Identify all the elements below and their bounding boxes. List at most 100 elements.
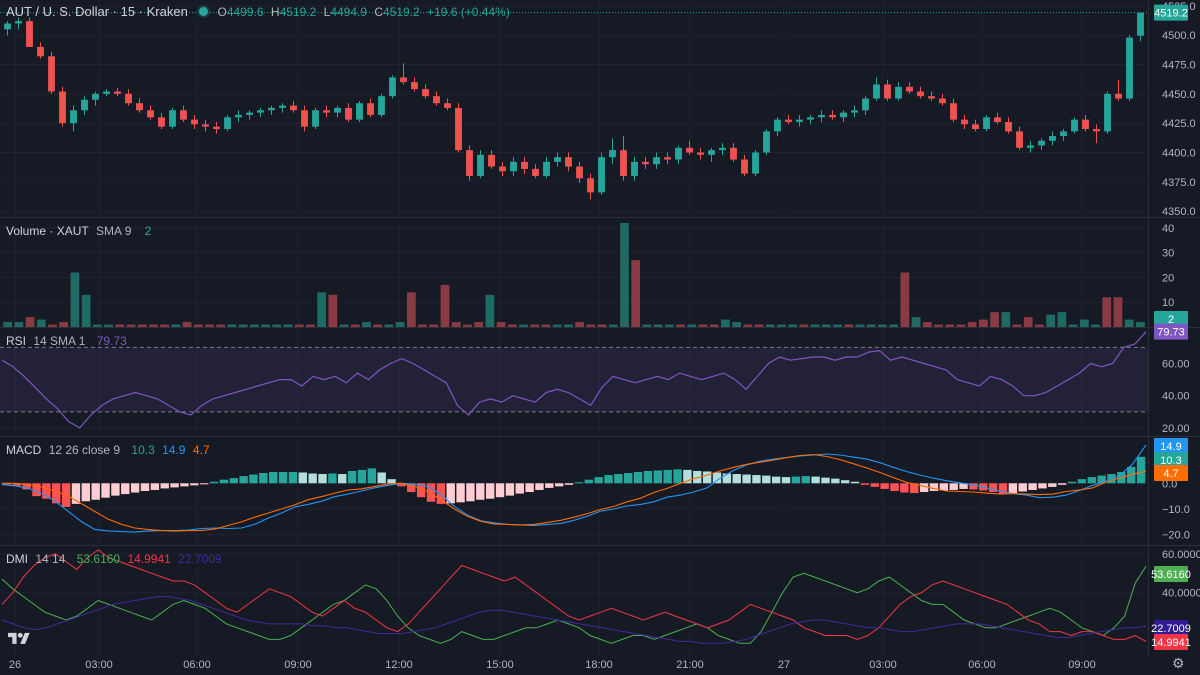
candle-body bbox=[840, 112, 847, 118]
volume-bar bbox=[620, 222, 629, 327]
candle-body bbox=[818, 114, 825, 118]
macd-histogram-bar bbox=[515, 483, 524, 494]
axis-tick: 4475.0 bbox=[1162, 60, 1196, 72]
volume-bar bbox=[14, 322, 24, 327]
change-value: +19.6 (+0.44%) bbox=[427, 5, 510, 19]
rsi-legend[interactable]: RSI 14 SMA 1 79.73 bbox=[6, 334, 131, 348]
volume-bar bbox=[833, 324, 842, 327]
volume-bar bbox=[788, 324, 798, 327]
axis-tick: 20.00 bbox=[1162, 423, 1190, 435]
dmi-params: 14 14 bbox=[35, 552, 66, 566]
candle-body bbox=[730, 147, 737, 160]
tradingview-logo-icon[interactable] bbox=[8, 630, 30, 648]
candle-body bbox=[345, 107, 352, 120]
candle-body bbox=[939, 98, 946, 104]
candle-body bbox=[587, 178, 594, 193]
volume-bar bbox=[743, 324, 753, 327]
time-label-5: 15:00 bbox=[486, 659, 514, 671]
volume-bar bbox=[922, 322, 932, 327]
candle-body bbox=[477, 154, 484, 176]
macd-histogram-bar bbox=[959, 483, 968, 489]
price-axis[interactable]: 4525.04500.04475.04450.04425.04400.04375… bbox=[1151, 1, 1200, 650]
macd-histogram-bar bbox=[791, 476, 801, 484]
dmi-legend[interactable]: DMI 14 14 53.6160 14.9941 22.7009 bbox=[6, 552, 226, 566]
volume-bar bbox=[474, 322, 484, 327]
volume-bar bbox=[429, 324, 439, 327]
candle-body bbox=[752, 152, 759, 174]
macd-histogram-bar bbox=[91, 483, 100, 500]
macd-histogram-bar bbox=[742, 474, 751, 484]
symbol-title[interactable]: AUT / U. S. Dollar · 15 · Kraken bbox=[6, 4, 188, 19]
volume-bar bbox=[956, 324, 966, 327]
settings-gear-icon[interactable]: ⚙ bbox=[1172, 655, 1185, 671]
macd-histogram-bar bbox=[633, 471, 643, 484]
macd-histogram-bar bbox=[988, 483, 998, 493]
volume-sma: SMA 9 bbox=[96, 224, 132, 238]
macd-histogram-bar bbox=[811, 476, 820, 484]
candle-body bbox=[4, 23, 11, 30]
macd-histogram-bar bbox=[1077, 479, 1087, 484]
macd-histogram-bar bbox=[101, 483, 110, 498]
axis-tick: 40.0000 bbox=[1162, 588, 1200, 600]
dmi-adx-value: 22.7009 bbox=[178, 552, 222, 566]
volume-bar bbox=[552, 324, 562, 327]
marks-layer bbox=[0, 12, 1148, 644]
candle-body bbox=[917, 91, 924, 97]
volume-bar bbox=[205, 324, 214, 327]
macd-histogram-bar bbox=[199, 483, 209, 485]
macd-legend[interactable]: MACD 12 26 close 9 10.3 14.9 4.7 bbox=[6, 443, 214, 457]
volume-bar bbox=[216, 324, 226, 327]
macd-histogram-bar bbox=[71, 483, 81, 504]
volume-bar bbox=[283, 324, 293, 327]
macd-line-value: 14.9 bbox=[162, 443, 186, 457]
candle-body bbox=[169, 110, 176, 127]
volume-legend[interactable]: Volume · XAUT SMA 9 2 bbox=[6, 224, 155, 238]
volume-bar bbox=[328, 294, 338, 327]
macd-histogram-bar bbox=[910, 483, 919, 494]
volume-bar bbox=[698, 324, 708, 327]
volume-bar bbox=[754, 324, 764, 327]
volume-bar bbox=[160, 324, 170, 327]
macd-histogram-bar bbox=[1038, 483, 1047, 489]
candle-body bbox=[983, 117, 990, 130]
symbol-legend[interactable]: AUT / U. S. Dollar · 15 · Kraken O4499.6… bbox=[6, 4, 514, 19]
time-label-0: 26 bbox=[9, 659, 21, 671]
volume-bar bbox=[810, 324, 820, 327]
adx-tag-bg bbox=[1154, 620, 1188, 636]
time-label-1: 03:00 bbox=[85, 659, 113, 671]
macd-histogram-bar bbox=[1008, 483, 1018, 494]
macd-histogram-bar bbox=[604, 475, 613, 484]
volume-bar bbox=[507, 324, 517, 327]
macd-histogram-bar bbox=[229, 478, 238, 484]
time-axis[interactable]: 26 03:00 06:00 09:00 12:00 15:00 18:00 21:00 27 0… bbox=[9, 659, 1096, 671]
macd-hist-tag-bg bbox=[1154, 452, 1188, 468]
candle-body bbox=[928, 96, 935, 99]
volume-bar bbox=[1136, 322, 1145, 327]
macd-histogram-bar bbox=[416, 483, 426, 498]
volume-bar bbox=[765, 324, 775, 327]
volume-bar bbox=[911, 317, 921, 327]
volume-bar bbox=[586, 324, 596, 327]
macd-histogram-bar bbox=[476, 483, 485, 500]
macd-histogram-bar bbox=[180, 483, 189, 487]
adx-line bbox=[1, 596, 1147, 644]
candle-body bbox=[455, 107, 462, 151]
candle-body bbox=[532, 168, 539, 176]
candle-body bbox=[697, 152, 704, 155]
volume-bar bbox=[104, 324, 113, 327]
macd-histogram-bar bbox=[929, 483, 939, 491]
macd-histogram-bar bbox=[624, 473, 633, 484]
macd-histogram-bar bbox=[643, 470, 653, 484]
axis-tick: −20.0 bbox=[1162, 530, 1190, 542]
axis-tick: 0.0 bbox=[1162, 478, 1177, 490]
volume-bar bbox=[687, 324, 697, 327]
axis-tick: 10 bbox=[1162, 297, 1174, 309]
rsi-params: 14 SMA 1 bbox=[33, 334, 86, 348]
candle-body bbox=[378, 96, 385, 115]
macd-histogram-bar bbox=[1067, 481, 1077, 484]
candle-body bbox=[213, 126, 220, 130]
volume-bar bbox=[418, 324, 427, 327]
dmi-plus-value: 53.6160 bbox=[76, 552, 121, 566]
market-status-icon bbox=[199, 7, 209, 16]
